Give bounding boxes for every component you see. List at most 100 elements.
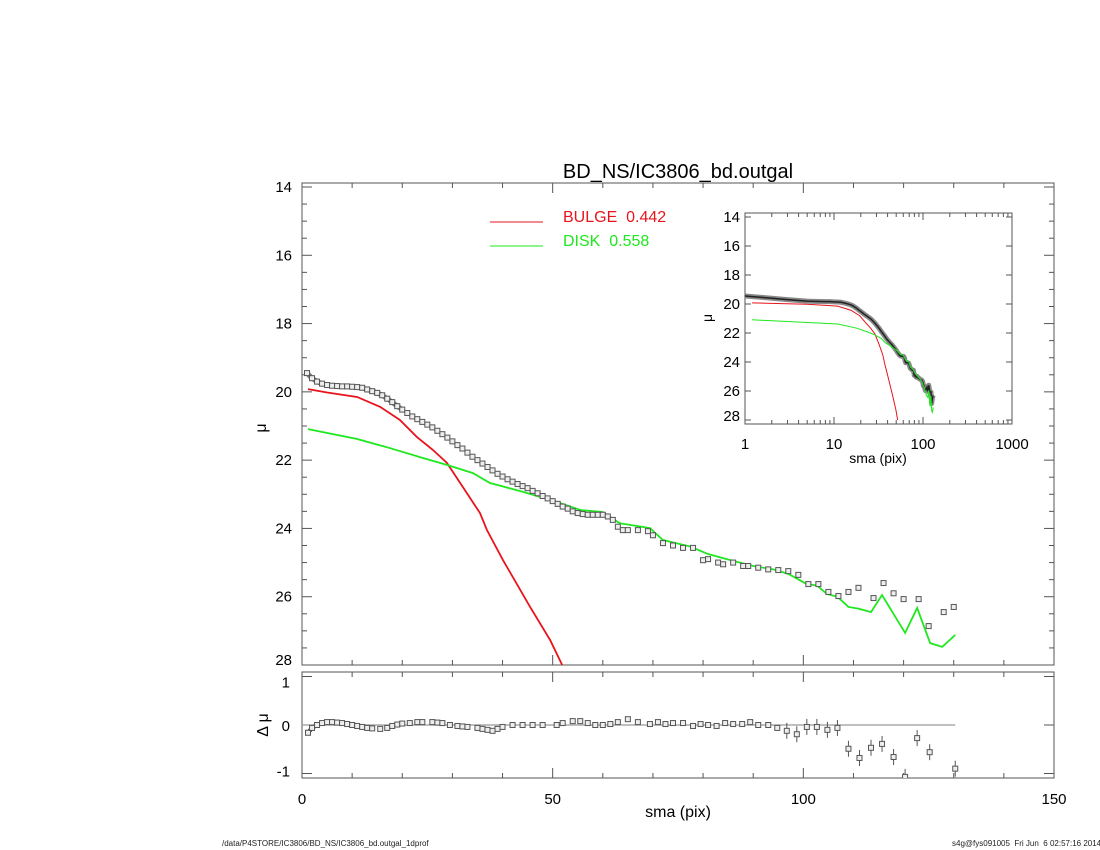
observed-data-point [474, 457, 481, 464]
observed-data-point [309, 375, 316, 382]
observed-data-point [459, 445, 466, 452]
observed-data-point [319, 380, 326, 387]
observed-data-point [514, 481, 521, 488]
residual-data-point [793, 731, 800, 738]
y-tick-label: 20 [275, 384, 292, 401]
residual-data-point [329, 719, 336, 726]
residual-data-point [414, 719, 421, 726]
main-plot-frame [301, 182, 1055, 666]
observed-data-point [815, 581, 822, 588]
observed-data-point [359, 384, 366, 391]
residual-data-point [484, 726, 491, 733]
residual-data-point [559, 720, 566, 727]
residual-data-point [459, 723, 466, 730]
legend-disk-label: DISK 0.558 [563, 233, 649, 250]
residual-data-point [364, 724, 371, 731]
y-tick-label: 28 [275, 652, 292, 669]
observed-data-point [454, 442, 461, 449]
observed-data-point [384, 395, 391, 402]
residual-data-point [439, 720, 446, 727]
residual-data-point [765, 722, 772, 728]
inset-x-tick-label: 10 [826, 436, 843, 453]
residual-data-point [434, 719, 441, 726]
residual-data-point [730, 721, 737, 728]
x-tick-label: 150 [1041, 791, 1066, 808]
inset-x-axis-label: sma (pix) [849, 450, 907, 466]
legend-bulge-label: BULGE 0.442 [563, 209, 666, 226]
residual-data-point [419, 719, 426, 726]
observed-data-point [314, 378, 321, 385]
observed-data-point [835, 593, 842, 600]
residual-data-point [774, 724, 781, 731]
observed-data-point [579, 511, 586, 518]
x-tick-label: 100 [791, 791, 816, 808]
observed-data-point [354, 384, 361, 391]
observed-data-point [584, 511, 591, 518]
observed-data-point [409, 413, 416, 420]
observed-data-point [659, 540, 666, 547]
residual-data-point [494, 725, 501, 732]
observed-data-point [469, 453, 476, 460]
residual-data-point [305, 729, 312, 736]
residual-panel: 0 50 100 150 1 0 -1 [277, 671, 1067, 808]
observed-data-point [755, 564, 762, 571]
observed-data-point [795, 571, 802, 578]
resid-y-axis-label: Δ μ [255, 713, 272, 736]
observed-data-point [364, 386, 371, 393]
observed-data-point [344, 383, 351, 390]
inset-x-tick-label: 1000 [995, 436, 1028, 453]
observed-data-point [574, 510, 581, 517]
residual-data-point [519, 722, 526, 728]
residual-data-point [539, 722, 546, 728]
inset-x-tick-label: 100 [910, 436, 935, 453]
observed-data-point [680, 544, 687, 551]
observed-data-point [479, 460, 486, 467]
observed-data-point [419, 418, 426, 425]
observed-data-point [539, 492, 546, 499]
observed-data-point [559, 503, 566, 510]
observed-data-point [389, 399, 396, 406]
observed-data-point [915, 596, 922, 603]
observed-data-point [499, 473, 506, 480]
residual-data-point [359, 723, 366, 730]
observed-data-point [434, 427, 441, 434]
observed-data-point [519, 483, 526, 490]
residual-data-point [446, 722, 453, 728]
y-tick-label: 22 [275, 452, 292, 469]
observed-data-point [524, 485, 531, 492]
main-y-axis-label: μ [253, 423, 270, 432]
y-tick-label: 14 [275, 179, 292, 196]
observed-data-point [825, 588, 832, 595]
residual-data-point [845, 745, 852, 752]
x-tick-label: 50 [544, 791, 561, 808]
residual-data-point [319, 720, 326, 727]
observed-data-point [634, 527, 641, 534]
residual-data-point [377, 725, 384, 732]
residual-y-tick-label: 0 [282, 718, 290, 735]
main-panel: 14 16 18 20 22 24 26 28 [275, 179, 1055, 669]
observed-data-point [449, 438, 456, 445]
observed-data-point [549, 498, 556, 505]
observed-data-point [950, 603, 957, 610]
residual-data-point [747, 719, 754, 726]
residual-data-point [474, 724, 481, 731]
residual-data-point [389, 722, 396, 729]
residual-data-point [509, 722, 516, 728]
residual-data-point [614, 719, 621, 726]
residual-data-point [914, 735, 921, 742]
observed-data-point [554, 500, 561, 507]
main-data-group [304, 370, 957, 665]
residual-data-point [680, 720, 687, 727]
residual-data-point [634, 719, 641, 726]
observed-data-point [444, 434, 451, 441]
residual-data-point [868, 744, 875, 751]
observed-data-point [334, 383, 341, 390]
observed-data-point [900, 596, 907, 603]
observed-data-point [604, 513, 611, 520]
residual-data-point [309, 724, 316, 731]
inset-plot-frame [744, 212, 1013, 425]
residual-data-point [705, 722, 712, 728]
y-tick-label: 16 [275, 247, 292, 264]
residual-data-point [339, 720, 346, 727]
residual-data-point [489, 727, 496, 734]
